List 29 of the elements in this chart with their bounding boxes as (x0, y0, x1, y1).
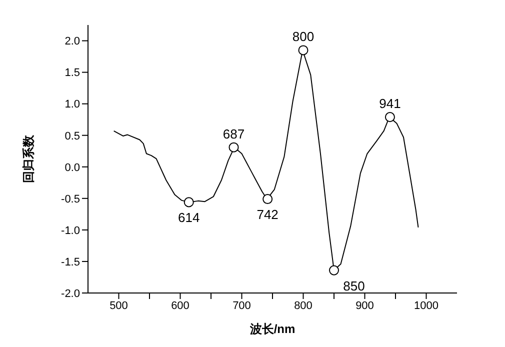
point (328, 265, 340, 276)
annotation: 850 (343, 278, 365, 294)
x-tick-label: 700 (232, 300, 251, 312)
y-tick-label: -1.5 (61, 256, 80, 268)
annotation: 614 (178, 210, 200, 226)
annotation: 941 (379, 96, 401, 112)
y-tick-label: -0.5 (61, 193, 80, 206)
point (384, 112, 395, 122)
y-tick-label: -1.0 (61, 224, 80, 237)
annotation: 687 (222, 126, 245, 142)
annotation: 800 (292, 29, 314, 44)
x-tick-label: 1000 (414, 300, 438, 312)
point (184, 197, 194, 208)
x-tick-label: 800 (294, 300, 312, 312)
x-tick-label: 600 (171, 300, 190, 312)
y-tick-label: 2.0 (64, 36, 80, 48)
point (262, 194, 273, 204)
y-axis-title: 回归系数 (21, 134, 36, 183)
x-axis-title: 波长/nm (248, 322, 296, 336)
y-tick-label: 0.0 (64, 162, 80, 174)
x-tick-label: 500 (110, 300, 128, 312)
y-tick-label: 0.5 (64, 130, 80, 142)
annotation: 742 (256, 207, 278, 222)
x-tick-label: 900 (356, 300, 374, 312)
point (228, 142, 239, 152)
y-tick-label: -2.0 (61, 288, 80, 300)
y-tick-label: 1.0 (64, 98, 80, 111)
y-tick-label: 1.5 (64, 67, 80, 80)
point (298, 45, 308, 56)
